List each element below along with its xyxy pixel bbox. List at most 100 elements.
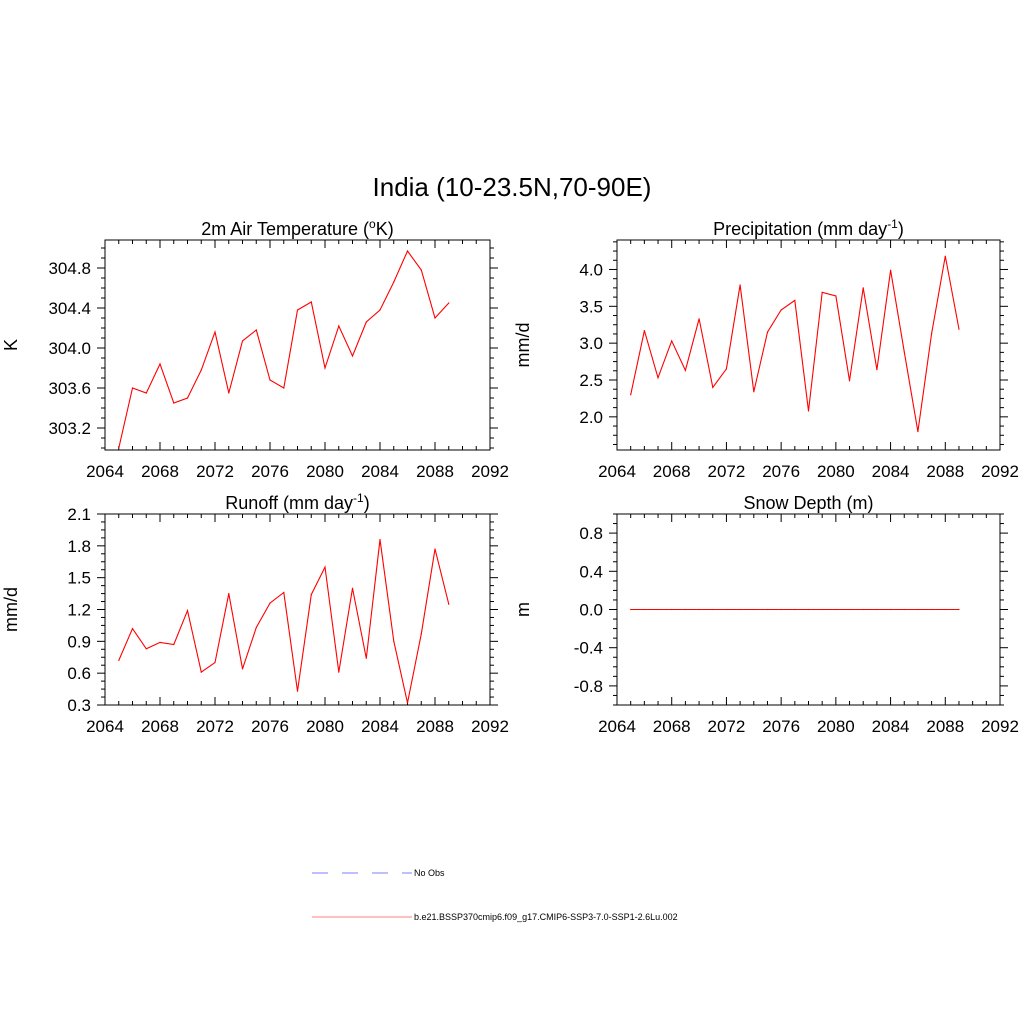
data-point-runoff [365, 657, 367, 659]
x-tick-label: 2092 [471, 462, 509, 481]
data-point-precip [876, 369, 878, 371]
x-tick-label: 2068 [141, 462, 179, 481]
y-axis-label: mm/d [1, 587, 21, 632]
data-point-runoff [448, 603, 450, 605]
y-axis-label: K [1, 339, 21, 351]
data-point-snow [657, 608, 659, 611]
data-point-t2m [351, 355, 354, 357]
panel-title-main: Runoff (mm day [225, 493, 353, 513]
data-point-snow [835, 608, 837, 611]
panel-title-tail: K) [376, 219, 394, 239]
y-tick-label: 1.8 [67, 537, 91, 556]
plot-frame [104, 513, 491, 706]
data-point-snow [780, 608, 782, 611]
series-line-t2m [118, 249, 450, 449]
data-point-snow [630, 608, 632, 611]
data-point-precip [903, 351, 905, 353]
data-point-t2m [228, 392, 230, 394]
x-tick-label: 2064 [598, 717, 636, 736]
data-point-precip [766, 331, 769, 333]
x-tick-label: 2084 [361, 717, 399, 736]
y-tick-label: 1.5 [67, 569, 91, 588]
data-point-t2m [365, 321, 367, 323]
x-tick-label: 2088 [926, 717, 964, 736]
y-tick-label: -0.4 [574, 639, 603, 658]
x-tick-label: 2088 [416, 717, 454, 736]
panel-runoff: Runoff (mm day-1) mm/d 2064 2068 2072 2076 208… [1, 491, 509, 736]
panel-title: Precipitation (mm day-1) [713, 217, 904, 239]
panel-title: Runoff (mm day-1) [225, 491, 369, 513]
y-tick-label: 3.0 [579, 334, 603, 353]
data-point-precip [671, 340, 673, 342]
x-tick-label: 2084 [872, 462, 910, 481]
data-point-t2m [296, 309, 299, 311]
data-point-t2m [324, 367, 326, 369]
data-point-runoff [406, 702, 409, 704]
data-point-t2m [420, 269, 422, 271]
data-point-t2m [186, 397, 189, 399]
x-tick-label: 2092 [471, 717, 509, 736]
data-point-runoff [269, 602, 271, 604]
panel-title: Snow Depth (m) [743, 493, 873, 513]
data-point-precip [848, 380, 851, 382]
data-point-runoff [393, 640, 395, 642]
data-point-precip [725, 368, 728, 370]
y-tick-label: 0.0 [579, 601, 603, 620]
data-point-t2m [310, 301, 312, 303]
data-point-runoff [283, 591, 285, 594]
panel-title-superscript: -1 [353, 491, 364, 505]
data-point-runoff [186, 609, 189, 612]
data-point-t2m [159, 363, 161, 365]
y-tick-label: 0.3 [67, 696, 91, 715]
panel-title-superscript: -1 [887, 217, 898, 231]
data-point-runoff [241, 668, 244, 670]
x-tick-label: 2068 [653, 717, 691, 736]
y-tick-label: 2.1 [67, 505, 91, 524]
data-point-precip [753, 391, 755, 393]
data-point-t2m [255, 329, 257, 331]
data-point-snow [753, 608, 755, 611]
x-tick-label: 2072 [708, 717, 746, 736]
data-point-t2m [434, 317, 436, 319]
y-axis-label: m [513, 602, 533, 617]
data-point-t2m [283, 387, 285, 389]
data-point-precip [739, 284, 741, 286]
panel-title-main: Snow Depth (m) [743, 493, 873, 513]
data-point-snow [725, 608, 728, 611]
x-tick-label: 2088 [926, 462, 964, 481]
x-tick-label: 2092 [981, 462, 1019, 481]
data-point-precip [794, 299, 796, 302]
data-point-runoff [379, 538, 381, 541]
panel-precip: Precipitation (mm day-1) mm/d 2064 2068 2072… [513, 217, 1019, 481]
data-point-runoff [118, 659, 120, 662]
data-point-snow [698, 608, 700, 611]
data-point-snow [643, 608, 645, 611]
data-point-snow [684, 608, 686, 611]
x-tick-label: 2080 [817, 462, 855, 481]
data-point-t2m [338, 325, 340, 327]
series-line-precip [630, 256, 960, 432]
data-point-snow [848, 608, 851, 611]
y-tick-label: 0.4 [579, 562, 603, 581]
data-point-snow [862, 608, 864, 611]
data-point-snow [889, 608, 892, 611]
x-tick-label: 2080 [306, 462, 344, 481]
data-point-runoff [338, 671, 340, 673]
data-point-snow [712, 608, 714, 611]
data-point-runoff [159, 641, 161, 643]
legend-obs-label: No Obs [414, 868, 445, 878]
y-tick-label: 0.6 [67, 664, 91, 683]
data-point-t2m [118, 447, 120, 449]
data-point-t2m [393, 281, 395, 283]
x-tick-label: 2072 [708, 462, 746, 481]
data-point-runoff [228, 592, 230, 595]
legend: No Obs b.e21.BSSP370cmip6.f09_g17.CMIP6-… [312, 868, 678, 922]
data-point-snow [766, 608, 769, 611]
x-tick-label: 2072 [196, 462, 234, 481]
y-tick-label: 3.5 [579, 297, 603, 316]
data-point-t2m [406, 250, 409, 252]
data-point-t2m [214, 331, 216, 333]
data-point-precip [698, 318, 700, 320]
x-tick-label: 2080 [306, 717, 344, 736]
data-point-runoff [420, 633, 422, 635]
